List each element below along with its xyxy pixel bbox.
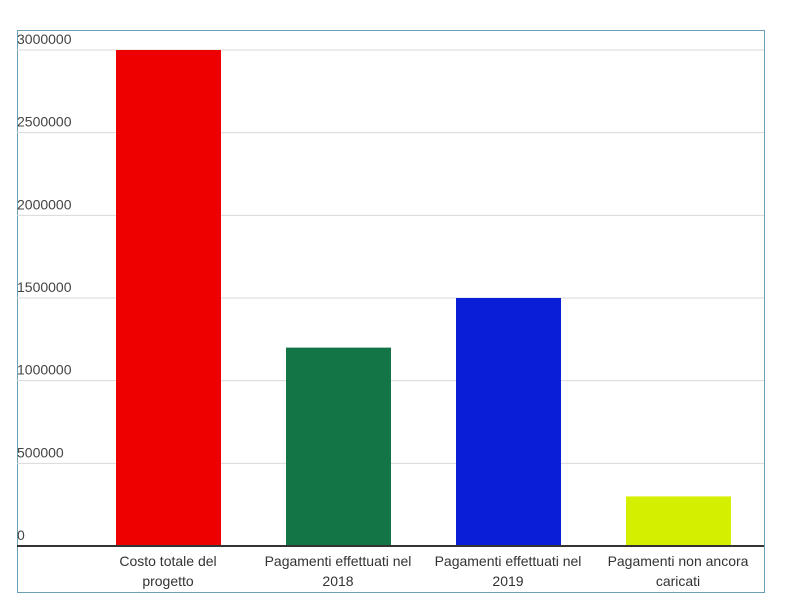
- bar: [626, 496, 731, 546]
- y-tick-label: 1000000: [17, 362, 72, 378]
- y-tick-label: 3000000: [17, 31, 72, 47]
- x-tick-label: Pagamenti effettuati nel 2018: [264, 553, 412, 589]
- bar: [286, 347, 391, 546]
- frame: [17, 30, 765, 593]
- x-tick-label: Pagamenti non ancora caricati: [607, 553, 749, 589]
- x-tick-label: Pagamenti effettuati nel 2019: [434, 553, 582, 589]
- bar: [456, 298, 561, 546]
- y-tick-label: 500000: [17, 444, 64, 460]
- y-tick-label: 0: [17, 527, 25, 543]
- y-tick-label: 2500000: [17, 114, 72, 130]
- y-tick-label: 2000000: [17, 196, 72, 212]
- y-tick-label: 1500000: [17, 279, 72, 295]
- x-tick-label: Costo totale del progetto: [119, 553, 217, 589]
- bar: [116, 50, 221, 546]
